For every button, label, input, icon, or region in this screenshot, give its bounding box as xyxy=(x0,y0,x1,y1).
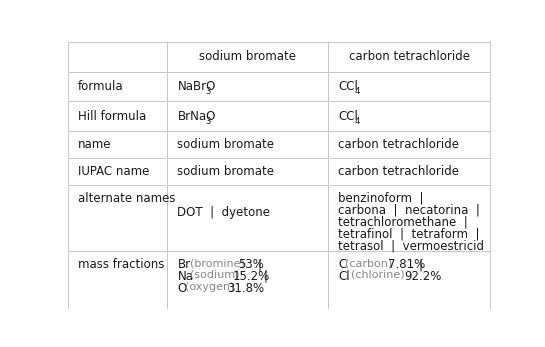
Text: 3: 3 xyxy=(206,87,211,96)
Text: carbon tetrachloride: carbon tetrachloride xyxy=(338,138,459,151)
Text: |: | xyxy=(419,258,422,271)
Text: (oxygen): (oxygen) xyxy=(185,282,234,292)
Bar xyxy=(167,101,328,132)
Bar xyxy=(68,132,167,158)
Text: 53%: 53% xyxy=(238,258,264,271)
Bar xyxy=(328,101,490,132)
Text: Na: Na xyxy=(178,270,193,283)
Text: BrNaO: BrNaO xyxy=(178,110,216,123)
Bar xyxy=(68,251,167,309)
Text: 92.2%: 92.2% xyxy=(404,270,441,283)
Text: 31.8%: 31.8% xyxy=(227,282,265,295)
Text: carbon tetrachloride: carbon tetrachloride xyxy=(349,50,470,63)
Text: CCl: CCl xyxy=(338,110,358,123)
Text: name: name xyxy=(78,138,112,151)
Bar xyxy=(167,185,328,251)
Text: CCl: CCl xyxy=(338,80,358,93)
Text: (sodium): (sodium) xyxy=(190,270,240,280)
Text: tetrasol  |  vermoestricid: tetrasol | vermoestricid xyxy=(338,239,484,253)
Bar xyxy=(328,42,490,71)
Bar xyxy=(167,42,328,71)
Text: Cl: Cl xyxy=(338,270,349,283)
Text: alternate names: alternate names xyxy=(78,192,175,205)
Text: 4: 4 xyxy=(355,87,360,96)
Text: sodium bromate: sodium bromate xyxy=(199,50,296,63)
Text: C: C xyxy=(338,258,346,271)
Bar xyxy=(328,158,490,185)
Text: 3: 3 xyxy=(206,117,211,126)
Bar xyxy=(167,71,328,101)
Text: benzinoform  |: benzinoform | xyxy=(338,192,423,205)
Text: carbon tetrachloride: carbon tetrachloride xyxy=(338,165,459,178)
Text: O: O xyxy=(178,282,187,295)
Bar xyxy=(68,185,167,251)
Text: tetrafinol  |  tetraform  |: tetrafinol | tetraform | xyxy=(338,228,480,240)
Text: mass fractions: mass fractions xyxy=(78,258,165,271)
Bar xyxy=(328,251,490,309)
Bar xyxy=(68,158,167,185)
Text: (carbon): (carbon) xyxy=(345,258,392,268)
Bar xyxy=(68,101,167,132)
Text: Br: Br xyxy=(178,258,191,271)
Text: |: | xyxy=(264,270,268,283)
Bar xyxy=(167,132,328,158)
Text: Hill formula: Hill formula xyxy=(78,110,147,123)
Text: 15.2%: 15.2% xyxy=(233,270,270,283)
Text: formula: formula xyxy=(78,80,124,93)
Text: tetrachloromethane  |: tetrachloromethane | xyxy=(338,215,468,229)
Bar xyxy=(167,158,328,185)
Bar xyxy=(68,42,167,71)
Text: carbona  |  necatorina  |: carbona | necatorina | xyxy=(338,204,480,217)
Text: (bromine): (bromine) xyxy=(190,258,245,268)
Bar xyxy=(328,185,490,251)
Bar xyxy=(328,132,490,158)
Text: 7.81%: 7.81% xyxy=(388,258,425,271)
Text: IUPAC name: IUPAC name xyxy=(78,165,149,178)
Text: sodium bromate: sodium bromate xyxy=(178,138,275,151)
Text: sodium bromate: sodium bromate xyxy=(178,165,275,178)
Text: DOT  |  dyetone: DOT | dyetone xyxy=(178,206,270,219)
Text: 4: 4 xyxy=(355,117,360,126)
Text: (chlorine): (chlorine) xyxy=(350,270,404,280)
Text: |: | xyxy=(258,258,262,271)
Bar xyxy=(328,71,490,101)
Text: NaBrO: NaBrO xyxy=(178,80,216,93)
Bar xyxy=(167,251,328,309)
Bar xyxy=(68,71,167,101)
